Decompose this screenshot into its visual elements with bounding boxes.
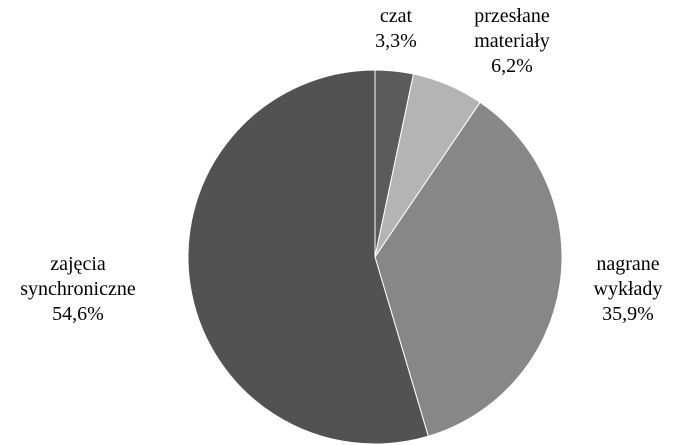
slice-label: przesłane materiały [474, 5, 550, 52]
slice-value-label: 54,6% [52, 303, 104, 325]
slice-label: czat [380, 5, 413, 27]
slice-label: nagrane wykłady [594, 253, 663, 300]
pie-slice [187, 69, 429, 445]
slice-value-label: 3,3% [375, 30, 417, 52]
slice-value-label: 35,9% [602, 303, 654, 325]
slice-label: zajęcia synchroniczne [20, 253, 136, 300]
slice-value-label: 6,2% [491, 55, 533, 77]
pie-slice [374, 101, 563, 437]
